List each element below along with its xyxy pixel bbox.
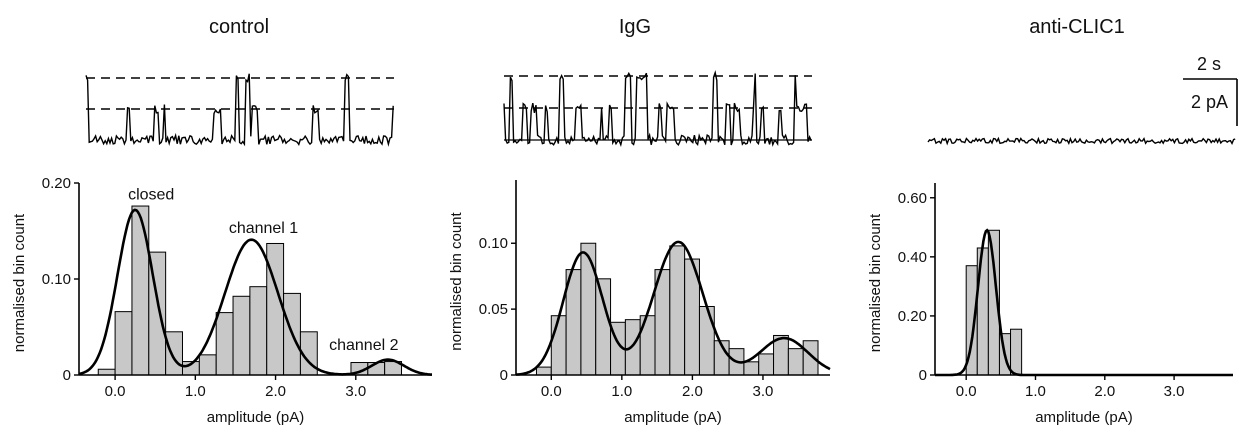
peak-annotation: channel 1 [229, 220, 298, 237]
current-trace-line [85, 73, 394, 147]
peak-annotation: closed [128, 186, 174, 203]
y-tick-label: 0 [63, 367, 71, 384]
histogram-bar [131, 205, 150, 376]
y-tick-label: 0.20 [898, 308, 927, 325]
histogram-bar [249, 286, 268, 376]
x-tick-label: 2.0 [265, 383, 286, 400]
y-tick-label: 0.20 [42, 175, 71, 192]
x-tick-label: 1.0 [1025, 383, 1046, 400]
x-axis-label: amplitude (pA) [624, 409, 722, 426]
gaussian-fit-curve [515, 240, 831, 376]
current-trace-anti-clic1 [927, 136, 1236, 146]
current-trace-line [503, 69, 812, 147]
x-tick-label: 3.0 [1164, 383, 1185, 400]
histogram-bar [787, 348, 804, 376]
y-axis-label: normalised bin count [448, 211, 465, 350]
histogram-2: 0.0 1.0 2.0 3.0 0 0.20 0.40 0.60 amplitude (pA) n… [867, 183, 1233, 426]
histogram-bar [698, 305, 715, 376]
y-axis-label: normalised bin count [11, 213, 28, 352]
histogram-bar [165, 331, 183, 376]
y-axis-label: normalised bin count [867, 213, 884, 352]
histogram-panels: 0.0 1.0 2.0 3.0 0 0.10 0.20 amplitude (pA) norma… [11, 175, 1233, 426]
peak-annotation: channel 2 [329, 337, 398, 354]
histogram-bar [198, 354, 217, 376]
histogram-bar [232, 295, 251, 376]
histogram-0: 0.0 1.0 2.0 3.0 0 0.10 0.20 amplitude (pA) norma… [11, 175, 432, 426]
current-traces [85, 69, 1236, 147]
y-tick-label: 0 [500, 367, 508, 384]
current-trace-control [85, 73, 394, 147]
panel-title-control: control [209, 16, 269, 38]
y-tick-label: 0.10 [479, 235, 508, 252]
current-trace-igg [503, 69, 812, 147]
histogram-1: 0.0 1.0 2.0 3.0 0 0.05 0.10 amplitude (pA) norma… [448, 180, 831, 426]
y-tick-label: 0 [919, 367, 927, 384]
histogram-bar [743, 361, 760, 376]
x-tick-label: 1.0 [185, 383, 206, 400]
scale-bar: 2 s 2 pA [1183, 54, 1238, 126]
x-tick-label: 3.0 [345, 383, 366, 400]
x-tick-label: 2.0 [682, 383, 703, 400]
y-tick-label: 0.40 [898, 249, 927, 266]
histogram-bar [550, 315, 567, 376]
x-tick-label: 3.0 [753, 383, 774, 400]
current-trace-line [927, 136, 1236, 146]
histogram-bar [97, 368, 116, 376]
x-axis-label: amplitude (pA) [207, 409, 305, 426]
gaussian-fit-curve [78, 208, 432, 376]
histogram-bar [758, 353, 775, 376]
x-tick-label: 0.0 [956, 383, 977, 400]
histogram-bar [669, 245, 686, 376]
histogram-bar [215, 312, 234, 376]
panel-title-igg: IgG [619, 16, 651, 38]
x-tick-label: 1.0 [611, 383, 632, 400]
panel-title-anti-clic1: anti-CLIC1 [1029, 16, 1125, 38]
x-tick-label: 2.0 [1094, 383, 1115, 400]
x-tick-label: 0.0 [105, 383, 126, 400]
scale-bar-current-label: 2 pA [1191, 92, 1228, 112]
histogram-bar [535, 366, 552, 376]
scale-bar-time-label: 2 s [1197, 54, 1221, 74]
y-tick-label: 0.10 [42, 271, 71, 288]
histogram-bar [595, 278, 612, 376]
x-axis-label: amplitude (pA) [1035, 409, 1133, 426]
histogram-bar [580, 242, 597, 376]
y-tick-label: 0.05 [479, 301, 508, 318]
histogram-bar [1010, 328, 1023, 376]
y-tick-label: 0.60 [898, 190, 927, 207]
histogram-bar [114, 311, 133, 376]
histogram-bar [266, 242, 285, 376]
x-tick-label: 0.0 [541, 383, 562, 400]
